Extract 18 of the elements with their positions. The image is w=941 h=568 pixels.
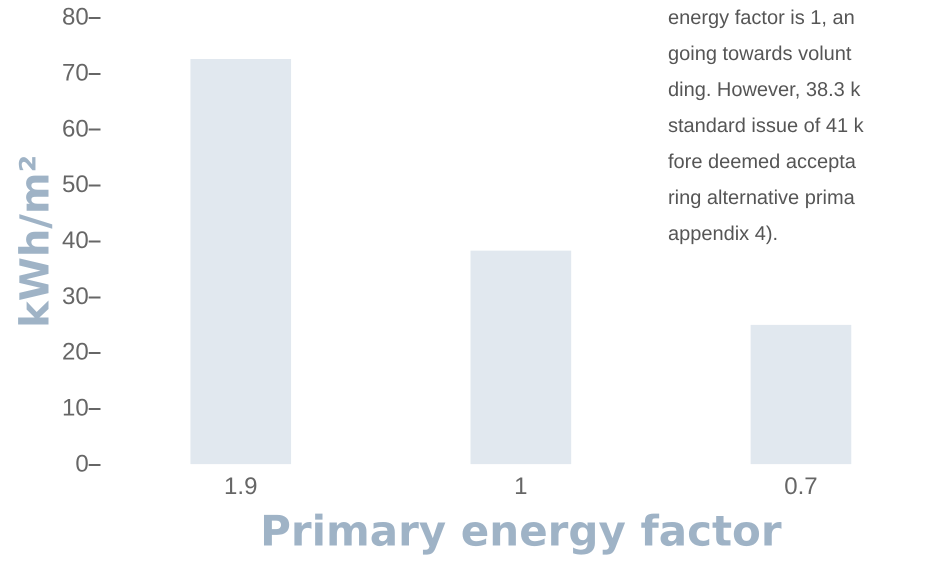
y-tick-label: 60 (62, 115, 89, 142)
y-tick-label: 0 (75, 450, 89, 478)
annotation: energy factor is 1, an going towards volunt ding. However, 38.3 k standard issue of 41 k fore deemed accepta ring alternative prima appendix 4). (668, 6, 864, 247)
bar (750, 324, 852, 464)
y-tick-label: 50 (62, 171, 89, 198)
y-tick-label: 80 (62, 4, 89, 31)
bar (190, 59, 292, 464)
y-tick-label: 40 (62, 227, 89, 254)
x-tick-label: 0.7 (784, 472, 818, 500)
x-axis-title: Primary energy factor (260, 506, 782, 556)
x-tick-label: 1.9 (224, 472, 258, 500)
y-tick-label: 10 (62, 394, 89, 422)
bar (470, 250, 572, 464)
y-tick-label: 30 (62, 282, 89, 310)
y-tick-label: 20 (62, 338, 89, 366)
x-tick-label: 1 (514, 472, 528, 500)
y-tick-label: 70 (62, 59, 89, 86)
y-axis-title: kWh/m² (12, 154, 58, 328)
